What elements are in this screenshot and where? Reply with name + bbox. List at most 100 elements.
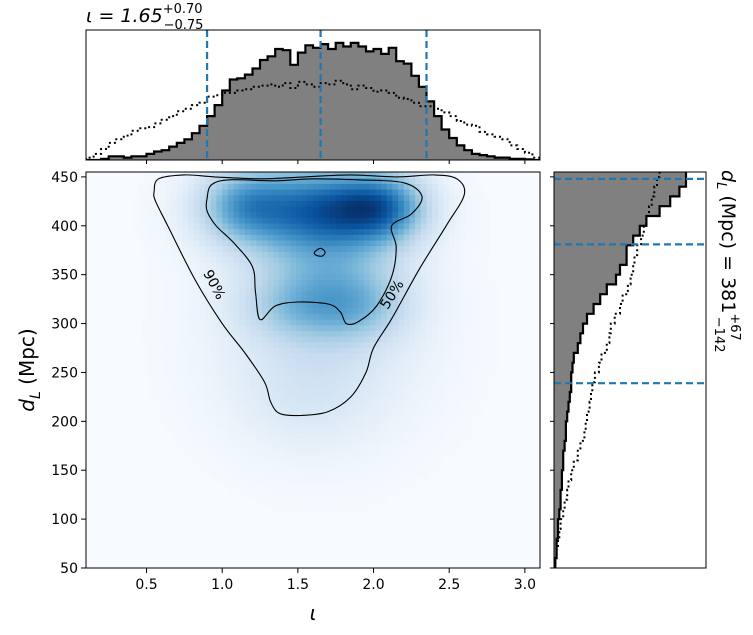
- heatmap-cell: [261, 205, 269, 213]
- heatmap-cell: [233, 403, 240, 411]
- heatmap-cell: [210, 420, 218, 428]
- heatmap-cell: [261, 319, 269, 326]
- heatmap-cell: [381, 205, 388, 213]
- heatmap-cell: [477, 319, 484, 326]
- heatmap-cell: [398, 375, 405, 382]
- heatmap-cell: [171, 222, 178, 230]
- heatmap-cell: [330, 437, 337, 445]
- heatmap-cell: [233, 454, 240, 462]
- heatmap-cell: [454, 251, 462, 258]
- heatmap-cell: [313, 268, 320, 275]
- heatmap-cell: [313, 398, 320, 405]
- heatmap-cell: [398, 172, 405, 179]
- heatmap-cell: [154, 251, 161, 258]
- heatmap-cell: [403, 256, 411, 264]
- heatmap-cell: [443, 228, 450, 235]
- heatmap-cell: [210, 245, 218, 252]
- heatmap-cell: [409, 386, 416, 394]
- heatmap-cell: [188, 319, 195, 326]
- heatmap-cell: [301, 330, 308, 337]
- heatmap-cell: [165, 420, 172, 428]
- heatmap-cell: [409, 381, 416, 388]
- heatmap-cell: [278, 505, 286, 513]
- heatmap-cell: [347, 392, 354, 399]
- heatmap-cell: [222, 200, 229, 207]
- top-axes-frame: [85, 29, 541, 161]
- heatmap-cell: [437, 188, 445, 196]
- heatmap-cell: [313, 285, 320, 292]
- heatmap-cell: [488, 370, 496, 377]
- heatmap-cell: [250, 273, 257, 281]
- heatmap-cell: [295, 268, 303, 275]
- heatmap-cell: [341, 234, 348, 241]
- heatmap-cell: [381, 381, 388, 388]
- heatmap-cell: [375, 432, 382, 439]
- heatmap-cell: [398, 381, 405, 388]
- heatmap-cell: [381, 172, 388, 179]
- heatmap-cell: [210, 353, 218, 360]
- heatmap-cell: [460, 341, 467, 348]
- heatmap-cell: [335, 285, 342, 292]
- heatmap-cell: [267, 211, 274, 218]
- heatmap-cell: [364, 415, 371, 422]
- heatmap-cell: [341, 460, 348, 467]
- heatmap-cell: [341, 432, 348, 439]
- heatmap-cell: [437, 324, 445, 331]
- heatmap-cell: [409, 353, 416, 360]
- heatmap-cell: [369, 364, 377, 371]
- heatmap-cell: [216, 273, 223, 281]
- heatmap-cell: [250, 398, 257, 405]
- heatmap-cell: [176, 386, 184, 394]
- heatmap-cell: [488, 279, 496, 286]
- heatmap-cell: [205, 471, 212, 479]
- heatmap-cell: [307, 460, 314, 467]
- heatmap-cell: [267, 194, 274, 201]
- heatmap-cell: [347, 505, 354, 513]
- heatmap-cell: [398, 177, 405, 184]
- heatmap-cell: [471, 296, 479, 303]
- heatmap-cell: [324, 437, 331, 445]
- heatmap-cell: [375, 370, 382, 377]
- heatmap-cell: [398, 319, 405, 326]
- heatmap-cell: [381, 279, 388, 286]
- heatmap-cell: [318, 471, 325, 479]
- heatmap-cell: [233, 364, 240, 371]
- heatmap-cell: [460, 228, 467, 235]
- heatmap-cell: [165, 172, 172, 179]
- heatmap-cell: [341, 420, 348, 428]
- heatmap-cell: [210, 443, 218, 450]
- heatmap-cell: [182, 234, 189, 241]
- heatmap-cell: [227, 302, 235, 309]
- heatmap-cell: [261, 449, 269, 456]
- heatmap-cell: [330, 313, 337, 320]
- heatmap-cell: [330, 200, 337, 207]
- heatmap-cell: [341, 290, 348, 298]
- heatmap-cell: [154, 268, 161, 275]
- heatmap-cell: [460, 375, 467, 382]
- heatmap-cell: [415, 449, 422, 456]
- heatmap-cell: [454, 370, 462, 377]
- heatmap-cell: [443, 188, 450, 196]
- heatmap-cell: [233, 200, 240, 207]
- heatmap-cell: [210, 177, 218, 184]
- heatmap-cell: [369, 488, 377, 496]
- heatmap-cell: [176, 392, 184, 399]
- heatmap-cell: [171, 398, 178, 405]
- heatmap-cell: [233, 285, 240, 292]
- heatmap-cell: [352, 449, 359, 456]
- heatmap-cell: [369, 386, 377, 394]
- heatmap-cell: [415, 477, 422, 484]
- heatmap-cell: [352, 222, 359, 230]
- heatmap-cell: [466, 330, 473, 337]
- heatmap-cell: [449, 245, 456, 252]
- heatmap-cell: [188, 268, 195, 275]
- heatmap-cell: [352, 409, 359, 416]
- heatmap-cell: [432, 443, 439, 450]
- heatmap-cell: [318, 211, 325, 218]
- heatmap-cell: [284, 228, 291, 235]
- heatmap-cell: [449, 302, 456, 309]
- heatmap-cell: [250, 194, 257, 201]
- heatmap-cell: [324, 183, 331, 190]
- heatmap-cell: [443, 437, 450, 445]
- heatmap-cell: [392, 234, 399, 241]
